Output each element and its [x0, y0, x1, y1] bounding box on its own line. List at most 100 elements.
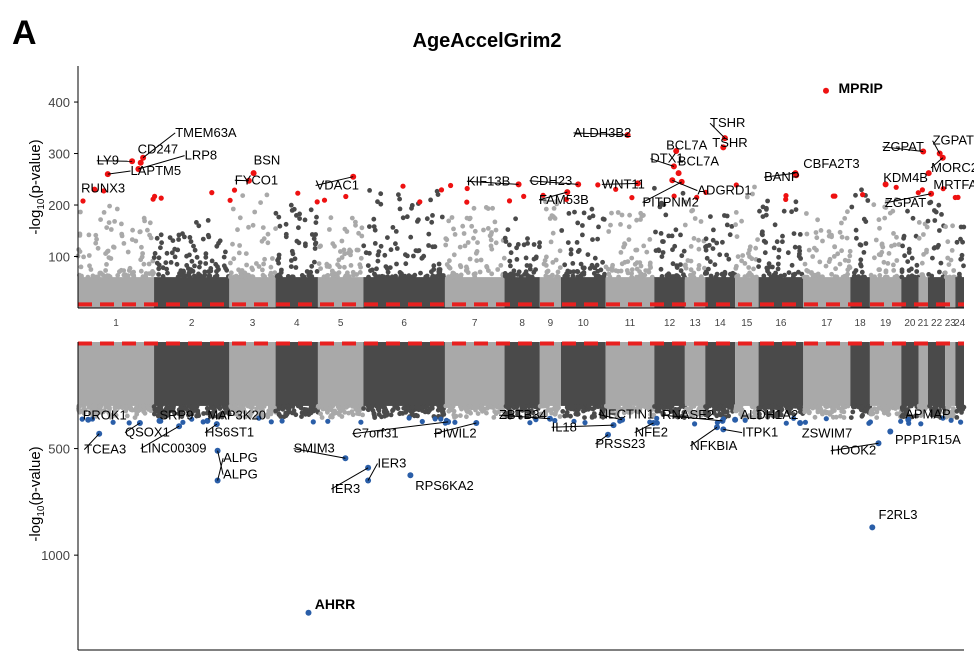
background-point — [471, 235, 476, 241]
label-leader-line — [498, 414, 551, 420]
y-tick-label-top: 100 — [48, 250, 70, 265]
background-point — [874, 409, 880, 415]
background-point — [228, 260, 233, 266]
background-point — [335, 410, 341, 416]
background-point — [104, 249, 110, 255]
label-leader-line — [142, 132, 176, 159]
chromosome-tick-label: 3 — [250, 318, 256, 329]
hit-point-cbfa2t3 — [793, 172, 800, 179]
background-point — [683, 265, 689, 271]
background-point — [885, 261, 891, 266]
background-point — [458, 413, 463, 418]
background-point — [88, 267, 94, 272]
background-point — [276, 407, 281, 412]
background-point — [493, 240, 499, 246]
background-point — [261, 236, 267, 242]
bottom-panel-background — [76, 342, 967, 420]
hit-point — [720, 416, 727, 422]
background-point — [839, 220, 844, 226]
hit-point-bsn — [250, 170, 257, 177]
chromosome-band-bottom — [504, 342, 540, 406]
background-point — [688, 274, 694, 280]
bottom-gene-label: PROK1 — [83, 408, 127, 423]
top-gene-label: ZGPAT — [933, 133, 974, 148]
background-point — [465, 406, 470, 412]
background-point — [252, 209, 258, 215]
background-point — [484, 264, 490, 270]
background-point — [191, 243, 196, 249]
background-point — [101, 210, 107, 215]
background-point — [927, 200, 932, 206]
background-point — [829, 271, 834, 277]
background-point — [313, 232, 318, 237]
background-point — [703, 404, 708, 409]
background-point — [85, 274, 91, 280]
background-point — [775, 261, 781, 267]
background-point — [744, 194, 750, 200]
background-point — [192, 263, 197, 269]
background-point — [162, 410, 168, 416]
background-point — [254, 261, 259, 266]
background-point — [170, 238, 176, 244]
background-point — [465, 240, 471, 245]
background-point — [308, 207, 314, 213]
background-point — [775, 413, 780, 418]
background-point — [168, 260, 174, 265]
background-point — [882, 215, 888, 221]
background-point — [464, 215, 470, 221]
bottom-gene-label: HOOK2 — [831, 443, 877, 458]
background-point — [288, 264, 294, 269]
background-point — [525, 241, 530, 246]
chromosome-tick-label: 1 — [113, 318, 119, 329]
background-point — [824, 403, 829, 409]
background-point — [197, 260, 203, 265]
hit-point — [823, 416, 829, 422]
background-point — [408, 234, 414, 240]
background-point — [325, 273, 331, 278]
background-point — [727, 232, 733, 238]
background-point — [483, 205, 489, 210]
background-point — [250, 274, 256, 280]
background-point — [782, 272, 787, 278]
background-point — [226, 411, 232, 417]
background-point — [899, 267, 905, 273]
background-point — [905, 259, 911, 264]
background-point — [919, 260, 925, 266]
hit-point — [783, 420, 789, 426]
chromosome-band-bottom — [850, 342, 870, 406]
background-point — [780, 233, 785, 239]
chromosome-band-bottom — [78, 342, 155, 406]
background-point — [742, 274, 748, 279]
background-point — [894, 234, 899, 240]
background-point — [899, 274, 905, 280]
background-point — [419, 408, 425, 413]
background-point — [172, 411, 178, 416]
background-point — [186, 270, 192, 276]
background-point — [936, 202, 942, 208]
background-point — [688, 244, 694, 249]
background-point — [888, 403, 893, 409]
label-leader-line — [367, 463, 378, 481]
background-point — [796, 269, 801, 275]
background-point — [472, 271, 478, 277]
background-point — [399, 271, 404, 277]
background-point — [182, 406, 188, 411]
background-point — [312, 246, 318, 251]
background-point — [789, 209, 794, 215]
hit-point — [733, 182, 739, 188]
background-point — [373, 273, 378, 279]
background-point — [393, 229, 399, 234]
background-point — [332, 243, 337, 249]
background-point — [452, 232, 458, 237]
background-point — [200, 236, 206, 242]
background-point — [557, 414, 563, 419]
background-point — [146, 271, 152, 276]
hit-point — [268, 419, 274, 425]
background-point — [138, 268, 144, 274]
background-point — [907, 403, 913, 409]
background-point — [86, 232, 92, 238]
background-point — [118, 267, 124, 273]
background-point — [548, 239, 554, 245]
background-point — [396, 192, 401, 198]
chromosome-band-bottom — [758, 342, 804, 406]
